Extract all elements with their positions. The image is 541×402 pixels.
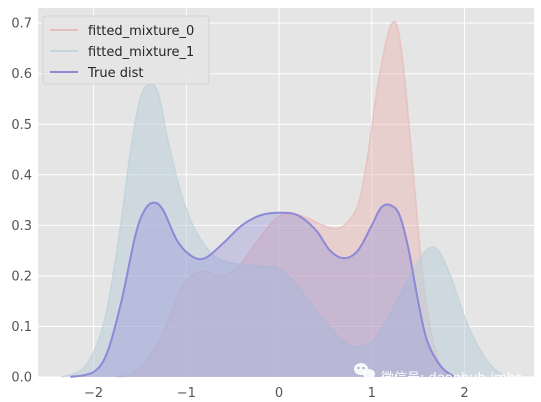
y-tick-label: 0.2 (11, 269, 32, 284)
y-tick-label: 0.3 (11, 219, 32, 234)
legend-label-0: fitted_mixture_0 (88, 24, 194, 39)
watermark-text: 微信号: deephub-imba (381, 371, 523, 386)
series-line-2 (70, 201, 456, 378)
x-tick-label: 2 (460, 386, 468, 401)
series-area-2 (70, 202, 456, 377)
x-tick-label: 0 (275, 386, 283, 401)
y-tick-label: 0.5 (11, 118, 32, 133)
x-tick-label: −1 (177, 386, 196, 401)
y-tick-label: 0.0 (11, 371, 32, 386)
y-tick-label: 0.1 (11, 320, 32, 335)
y-tick-label: 0.4 (11, 168, 32, 183)
y-tick-label: 0.6 (11, 67, 32, 82)
x-tick-label: 1 (368, 386, 376, 401)
series-area-1 (61, 83, 507, 378)
legend-frame (42, 15, 210, 85)
legend-label-2: True dist (87, 66, 143, 81)
wechat-icon (354, 363, 375, 379)
series-layer (60, 20, 507, 378)
x-tick-label: −2 (84, 386, 103, 401)
y-tick-label: 0.7 (11, 17, 32, 32)
legend-label-1: fitted_mixture_1 (88, 45, 194, 60)
series-line-1 (60, 82, 507, 378)
legend: fitted_mixture_0 fitted_mixture_1 True d… (42, 15, 210, 85)
axes: −2 −1 0 1 2 0.0 0.1 0.2 0.3 0.4 0.5 0.6 0.7 (11, 17, 468, 401)
watermark: 微信号: deephub-imba (354, 363, 523, 386)
